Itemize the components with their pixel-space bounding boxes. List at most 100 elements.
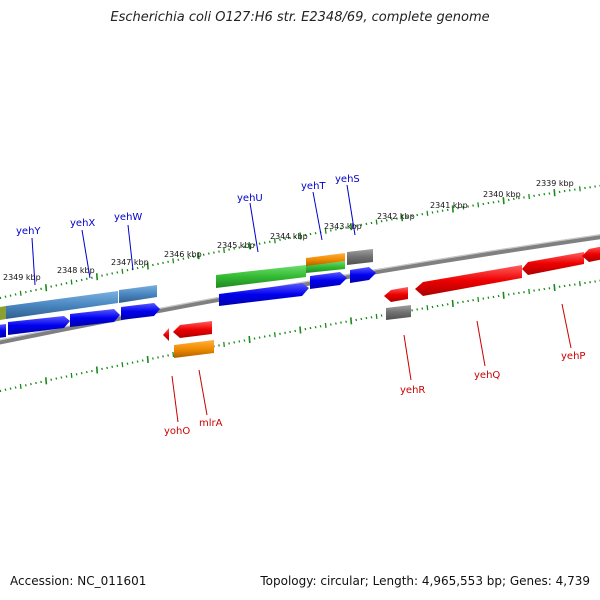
leader-yehR <box>403 334 412 381</box>
upper-tick <box>177 258 180 261</box>
cds-arrow-yehR[interactable] <box>384 287 408 302</box>
upper-tick <box>233 247 236 250</box>
leader-mlrA <box>198 369 208 416</box>
upper-tick <box>390 218 393 221</box>
upper-tick <box>75 279 78 283</box>
upper-tick <box>492 201 495 204</box>
gene-label-yehP[interactable]: yehP <box>561 351 585 362</box>
feature-bar-steel-left[interactable] <box>6 291 118 319</box>
gene-label-yehR[interactable]: yehR <box>400 385 425 396</box>
gene-label-yehQ[interactable]: yehQ <box>474 370 500 381</box>
lower-tick <box>436 304 439 308</box>
upper-tick <box>284 237 287 241</box>
gene-label-yohO[interactable]: yohO <box>164 426 190 437</box>
lower-tick <box>258 336 261 339</box>
cds-arrow-yehW[interactable] <box>121 303 160 320</box>
upper-tick <box>467 205 470 208</box>
upper-tick <box>477 202 480 208</box>
upper-tick <box>95 273 99 281</box>
kbp-label-2342: 2342 kbp <box>377 212 415 221</box>
lower-tick <box>0 389 2 393</box>
feature-bar-orange[interactable] <box>306 253 345 266</box>
lower-tick <box>136 360 139 363</box>
upper-tick <box>512 197 515 201</box>
lower-tick <box>162 355 164 358</box>
cds-arrow-yehT[interactable] <box>310 272 347 289</box>
cds-arrow-forward[interactable] <box>0 324 6 338</box>
feature-bar-orange-mlrA[interactable] <box>174 340 214 358</box>
upper-tick <box>472 204 475 207</box>
lower-tick <box>492 295 495 299</box>
upper-tick <box>406 215 409 218</box>
gene-label-yehY[interactable]: yehY <box>16 226 41 237</box>
upper-tick <box>370 221 373 225</box>
cds-arrow-yehP[interactable] <box>522 252 584 275</box>
lower-tick <box>294 329 297 333</box>
genome-summary-text: Topology: circular; Length: 4,965,553 bp… <box>260 574 590 588</box>
feature-bar-green[interactable] <box>216 265 306 288</box>
lower-tick <box>578 281 581 287</box>
gene-label-mlrA[interactable]: mlrA <box>199 418 223 429</box>
feature-bar-gray-yehR[interactable] <box>386 305 411 320</box>
upper-tick <box>14 293 17 296</box>
upper-tick <box>0 296 2 300</box>
cds-arrow-yehS[interactable] <box>350 267 376 283</box>
upper-tick <box>136 266 139 270</box>
cds-arrow-yohO[interactable] <box>173 321 212 338</box>
kbp-label-2343: 2343 kbp <box>324 222 362 231</box>
gene-label-yehS[interactable]: yehS <box>335 174 360 185</box>
upper-tick <box>90 276 93 279</box>
upper-tick <box>365 222 368 226</box>
upper-tick <box>421 213 424 216</box>
feature-bar-steel-right[interactable] <box>119 285 157 303</box>
upper-tick <box>106 273 109 276</box>
gene-label-yehT[interactable]: yehT <box>301 181 326 192</box>
cds-arrow-yehU[interactable] <box>219 283 309 306</box>
upper-tick <box>309 232 312 236</box>
lower-tick <box>50 378 53 381</box>
cds-arrow-reverse-edge[interactable] <box>582 246 600 262</box>
gene-label-yehW[interactable]: yehW <box>114 212 142 223</box>
upper-tick <box>289 236 292 240</box>
upper-tick <box>268 240 271 243</box>
lower-tick <box>233 341 236 344</box>
lower-tick <box>345 320 348 323</box>
upper-tick <box>573 188 576 191</box>
feature-bar-olive[interactable] <box>0 306 6 320</box>
upper-tick <box>487 201 490 205</box>
lower-tick <box>157 356 159 359</box>
upper-tick <box>411 214 414 218</box>
upper-tick <box>553 189 556 197</box>
lower-tick <box>238 340 241 343</box>
lower-tick <box>589 281 592 284</box>
lower-tick <box>314 326 317 329</box>
lower-tick <box>370 316 373 319</box>
cds-arrow-yehX[interactable] <box>70 309 120 327</box>
gene-label-yehU[interactable]: yehU <box>237 193 263 204</box>
upper-tick <box>528 194 531 200</box>
upper-tick <box>141 265 144 269</box>
lower-tick <box>40 380 43 384</box>
lower-tick <box>263 335 266 338</box>
cds-arrow-yohO-small[interactable] <box>163 328 169 341</box>
lower-tick <box>80 372 83 375</box>
lower-tick <box>441 304 444 307</box>
upper-tick <box>4 295 7 298</box>
upper-tick <box>355 224 358 227</box>
lower-tick <box>426 305 429 311</box>
feature-bar-gray-top[interactable] <box>347 249 373 265</box>
lower-tick <box>65 375 68 378</box>
lower-tick <box>29 382 32 386</box>
leader-yehP <box>561 303 572 349</box>
lower-tick <box>360 317 363 321</box>
leader-yehU <box>249 202 259 253</box>
gene-label-yehX[interactable]: yehX <box>70 218 95 229</box>
upper-tick <box>334 228 337 231</box>
lower-tick <box>101 367 103 371</box>
cds-arrow-yehQ[interactable] <box>415 265 522 296</box>
upper-tick <box>35 288 37 292</box>
upper-tick <box>121 268 124 274</box>
lower-tick <box>446 303 449 306</box>
cds-arrow-yehY[interactable] <box>8 316 70 335</box>
